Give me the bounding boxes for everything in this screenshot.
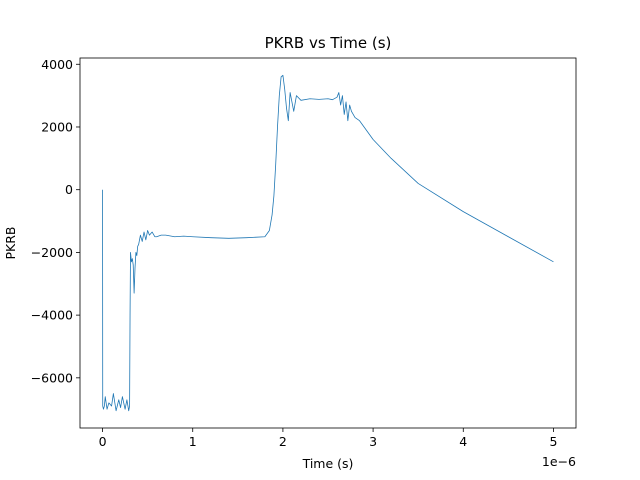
y-axis: −6000 −4000 −2000 0 2000 4000 <box>31 57 80 385</box>
y-tick-label: −4000 <box>31 308 73 323</box>
y-tick-label: −2000 <box>31 245 73 260</box>
y-tick-label: 0 <box>65 182 73 197</box>
x-tick-label: 3 <box>369 434 377 449</box>
y-tick-label: −6000 <box>31 370 73 385</box>
chart-title: PKRB vs Time (s) <box>265 34 392 52</box>
x-axis: 0 1 2 3 4 5 <box>99 428 557 449</box>
y-tick-label: 4000 <box>41 57 73 72</box>
plot-area <box>79 57 577 429</box>
x-tick-label: 2 <box>279 434 287 449</box>
series-line <box>102 74 554 412</box>
x-axis-label: Time (s) <box>302 456 354 471</box>
series-layer <box>102 74 554 412</box>
x-tick-label: 4 <box>459 434 467 449</box>
x-offset-label: 1e−6 <box>542 454 576 469</box>
y-axis-label: PKRB <box>3 227 18 260</box>
x-tick-label: 0 <box>99 434 107 449</box>
plot-frame <box>79 57 577 429</box>
y-tick-label: 2000 <box>41 119 73 134</box>
x-tick-label: 1 <box>189 434 197 449</box>
x-tick-label: 5 <box>549 434 557 449</box>
